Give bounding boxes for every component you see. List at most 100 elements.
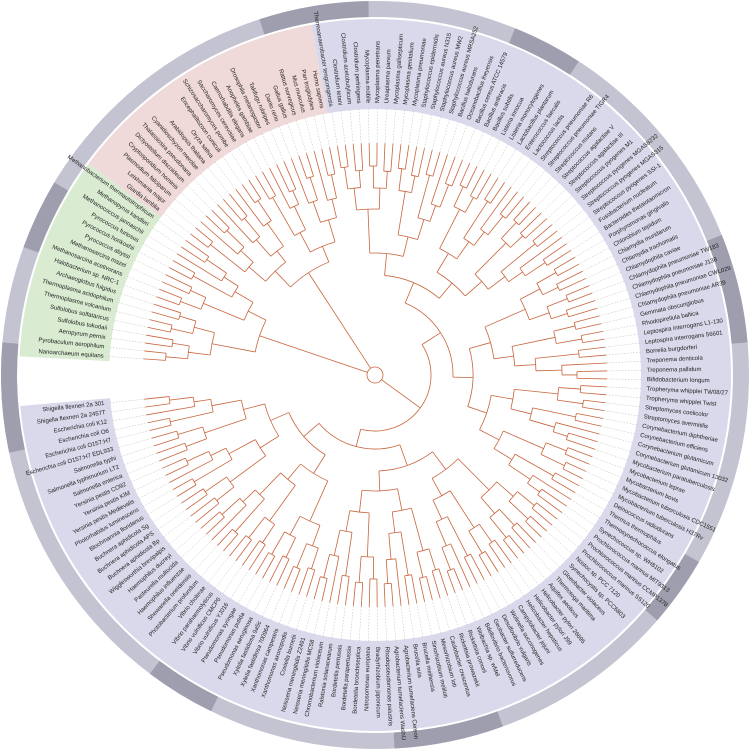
tip-connector: [156, 509, 187, 531]
branch: [511, 336, 556, 347]
leaf-label: Clostridium perfringens: [351, 42, 361, 104]
branch: [247, 310, 267, 321]
branch: [429, 205, 436, 222]
branch-arc: [284, 531, 296, 539]
branch: [524, 262, 546, 277]
branch: [493, 355, 514, 360]
tip-connector: [179, 190, 207, 217]
branch: [162, 281, 190, 294]
tip-connector: [517, 163, 540, 193]
branch-arc: [202, 426, 208, 439]
branch: [299, 232, 311, 253]
branch-arc: [232, 528, 239, 535]
tip-connector: [109, 337, 146, 344]
tip-connector: [408, 604, 415, 641]
leaf-label: Bifidobacterium longum: [647, 377, 710, 384]
branch: [274, 270, 291, 288]
branch: [344, 144, 349, 167]
tip-connector: [295, 118, 307, 154]
branch: [221, 498, 241, 515]
branch: [248, 266, 266, 282]
branch: [359, 490, 363, 513]
branch: [425, 150, 433, 175]
tip-connector: [582, 254, 615, 272]
branch-arc: [269, 195, 276, 200]
branch: [185, 494, 208, 510]
branch-arc: [294, 229, 306, 236]
tip-connector: [585, 471, 619, 487]
tip-connector: [447, 120, 459, 155]
branch: [524, 218, 547, 239]
branch: [554, 256, 576, 270]
branch: [200, 221, 238, 255]
branch: [153, 437, 179, 447]
branch: [259, 435, 279, 449]
branch-arc: [300, 463, 328, 482]
tip-connector: [523, 169, 547, 198]
branch: [257, 200, 272, 221]
branch-arc: [339, 529, 353, 533]
branch: [162, 457, 186, 469]
branch: [329, 556, 340, 603]
root-branch: [259, 335, 368, 373]
branch: [378, 470, 381, 491]
tip-connector: [331, 603, 338, 640]
leaf-label: Tropheryma whipplei TW08/27: [646, 386, 728, 396]
tip-connector: [269, 128, 285, 162]
tip-connector: [146, 496, 178, 516]
tip-connector: [606, 360, 643, 364]
branch: [411, 175, 416, 193]
branch: [398, 168, 403, 191]
branch-arc: [510, 389, 515, 409]
branch: [151, 430, 177, 439]
branch: [501, 222, 517, 239]
tip-connector: [582, 478, 615, 495]
tip-connector: [108, 398, 145, 404]
branch-arc: [540, 442, 547, 455]
branch-arc: [170, 324, 173, 333]
leaf-label: Mycoplasma mobile: [363, 50, 370, 104]
branch: [172, 260, 196, 274]
branch: [457, 458, 490, 491]
branch: [474, 242, 507, 275]
branch: [276, 164, 290, 193]
branch: [546, 250, 571, 266]
tip-connector: [119, 445, 155, 458]
branch: [205, 215, 225, 234]
tip-connector: [546, 530, 574, 556]
tip-connector: [606, 351, 643, 356]
branch: [456, 241, 470, 260]
branch-arc: [225, 447, 233, 460]
branch: [366, 512, 370, 557]
branch: [510, 235, 524, 248]
branch-arc: [349, 510, 370, 514]
branch: [428, 548, 436, 570]
branch: [551, 478, 576, 493]
tip-connector: [133, 258, 166, 275]
tip-connector: [186, 184, 212, 211]
branch: [511, 527, 531, 549]
branch: [276, 250, 287, 263]
branch: [541, 488, 567, 507]
branch: [500, 243, 536, 272]
branch: [417, 148, 425, 177]
branch-arc: [501, 238, 511, 248]
branch: [582, 406, 605, 412]
branch: [540, 453, 565, 466]
tip-connector: [384, 606, 387, 643]
tip-connector: [529, 175, 554, 203]
branch: [466, 166, 478, 189]
branch: [210, 244, 246, 273]
clade-sector: [19, 163, 161, 362]
tip-connector: [322, 602, 330, 638]
root-branch: [308, 272, 371, 369]
branch: [368, 578, 371, 607]
ring-segment: [1, 342, 25, 453]
tip-connector: [424, 113, 433, 149]
branch: [404, 282, 414, 304]
tip-connector: [510, 562, 533, 593]
ring-segment: [509, 28, 579, 75]
tip-connector: [578, 485, 611, 504]
tip-connector: [108, 346, 145, 352]
branch: [476, 173, 492, 200]
